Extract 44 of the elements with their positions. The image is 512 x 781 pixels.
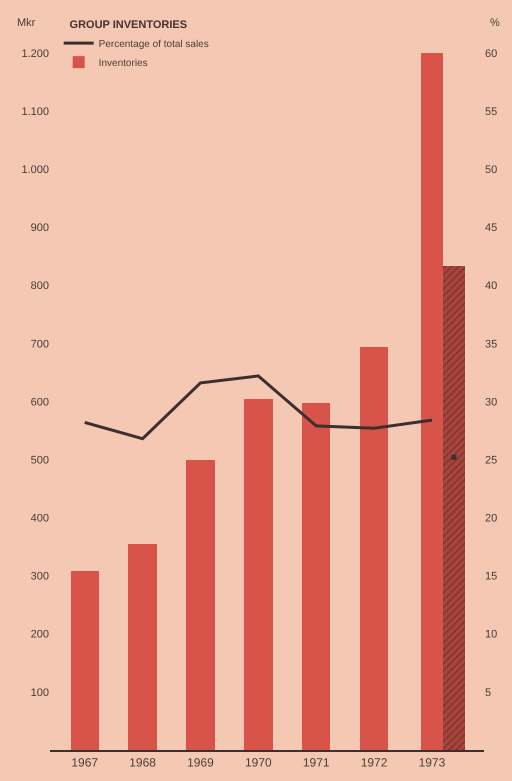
bar	[244, 399, 273, 750]
y2-tick-label: 50	[485, 164, 498, 176]
bar	[186, 460, 215, 750]
y-tick-label: 1.200	[21, 48, 49, 60]
y2-tick-label: 20	[485, 512, 498, 525]
x-tick-label: 1968	[129, 755, 156, 770]
y-tick-label: 900	[30, 222, 49, 234]
bar	[128, 544, 157, 750]
y2-tick-label: 25	[485, 454, 498, 466]
y2-tick-label: 35	[485, 338, 498, 350]
y2-tick-label: 60	[485, 48, 498, 60]
bar	[360, 347, 388, 750]
y2-tick-label: 15	[485, 570, 498, 583]
x-tick-label: 1973	[418, 755, 446, 770]
y-tick-label: 800	[30, 280, 49, 292]
y-tick-label: 700	[30, 338, 49, 350]
y-tick-label: 200	[30, 628, 49, 641]
y-tick-label: 400	[30, 512, 49, 525]
y-tick-label: 300	[30, 570, 49, 583]
legend-label: Percentage of total sales	[98, 39, 209, 50]
bar	[443, 266, 465, 750]
y2-tick-label: 40	[485, 280, 498, 292]
x-tick-label: 1969	[187, 755, 214, 770]
bar	[71, 571, 99, 750]
bar	[302, 403, 330, 750]
y2-tick-label: 10	[485, 628, 498, 641]
x-tick-label: 1970	[244, 755, 272, 770]
x-tick-label: 1972	[360, 755, 388, 770]
y2-tick-label: 5	[485, 686, 492, 699]
x-tick-label: 1967	[71, 755, 98, 770]
line-series	[83, 374, 434, 440]
x-tick-label: 1971	[302, 755, 330, 770]
y2-tick-label: 55	[485, 106, 498, 118]
y-tick-label: 500	[30, 454, 49, 466]
y-tick-label: 1.000	[21, 164, 49, 176]
y2-tick-label: 30	[485, 396, 498, 408]
chart-title: GROUP INVENTORIES	[70, 18, 188, 31]
y2-axis-title: %	[490, 17, 500, 29]
y-tick-label: 1.100	[21, 106, 49, 118]
legend-label: Inventories	[98, 58, 148, 70]
y-tick-label: 100	[30, 686, 49, 699]
y2-tick-label: 45	[485, 222, 498, 234]
y-tick-label: 600	[30, 396, 49, 408]
y-axis-title: Mkr	[17, 17, 36, 29]
